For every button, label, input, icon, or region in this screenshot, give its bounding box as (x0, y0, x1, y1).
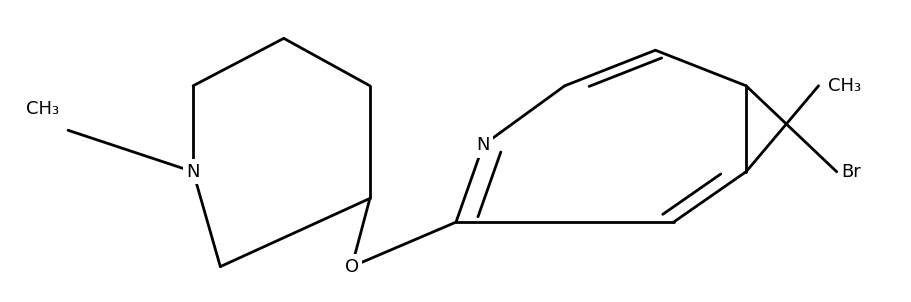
Text: Br: Br (840, 163, 860, 181)
Text: O: O (344, 258, 358, 276)
Text: N: N (476, 136, 489, 154)
Text: N: N (186, 163, 200, 181)
Text: CH₃: CH₃ (827, 77, 860, 95)
Text: CH₃: CH₃ (26, 100, 59, 118)
